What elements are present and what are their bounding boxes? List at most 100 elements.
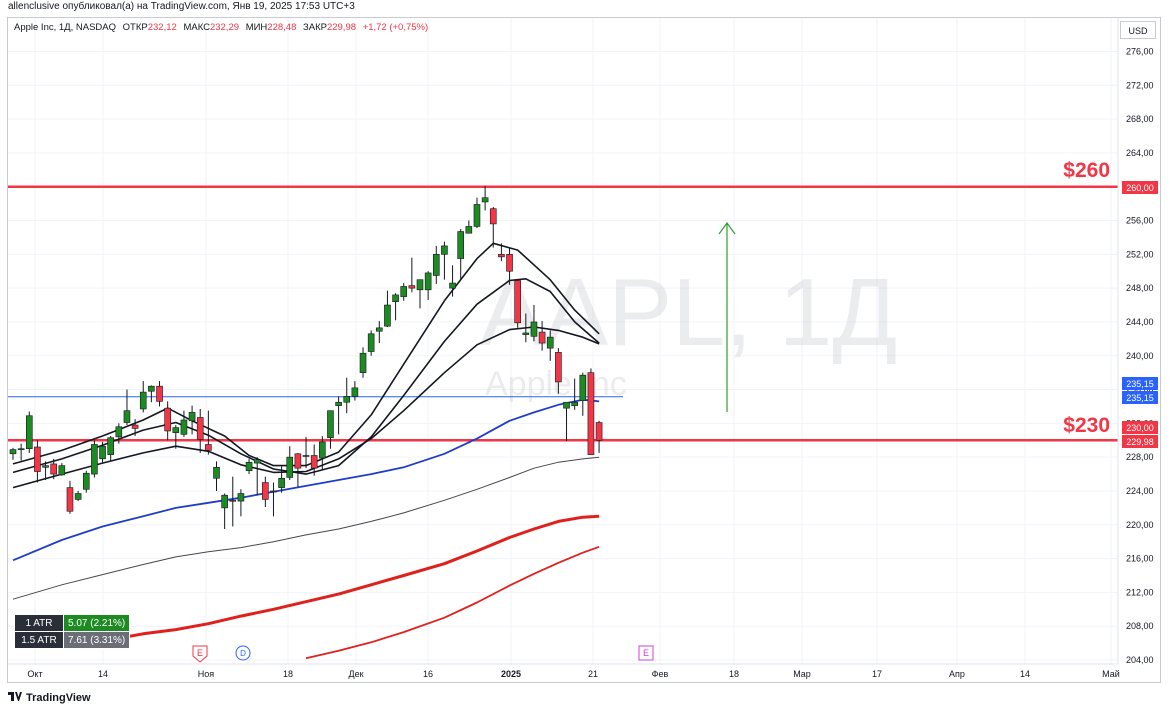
candle [123,389,131,426]
candle [506,248,513,285]
candle [449,265,456,297]
candle-body [107,437,114,455]
candle [99,441,106,463]
candle [310,444,318,476]
candle-body [17,448,25,451]
candle [432,245,440,284]
candle [237,489,245,517]
candle [546,330,554,361]
tag-red2-bg [1122,435,1158,448]
up-arrow[interactable] [718,221,736,412]
legend-low-value: 228,48 [267,22,297,33]
candle [148,385,155,403]
candle-body [91,444,98,475]
candle-body [9,449,17,455]
candle-body [221,494,228,509]
moving-average-line [12,277,600,475]
tag-red1-bg [1122,421,1158,434]
candle [400,283,408,301]
x-tick-label: 14 [98,669,108,679]
candle [473,197,481,229]
chart-legend[interactable]: Apple Inc, 1Д, NASDAQ ОТКР232,12 МАКС232… [14,22,432,33]
candle [530,305,538,342]
candle-body [587,372,595,455]
candle [270,482,277,517]
moving-average-line [12,456,600,600]
x-tick-label: 18 [283,669,293,679]
candle-body [351,387,359,397]
candle [66,480,74,514]
y-tick-label: 272,00 [1126,80,1154,90]
event-markers[interactable]: E D E [192,645,654,663]
legend-low-label: МИН [245,22,268,33]
footer-brand[interactable]: TradingView [8,692,91,704]
y-tick-label: 276,00 [1126,47,1154,57]
candle-body [595,422,603,441]
earnings-event-marker[interactable]: E [192,645,208,663]
moving-average-line [305,545,600,660]
tag-blue2: 235,15 [1126,393,1154,403]
candle [335,396,342,435]
chart-frame [7,17,1161,683]
footer-brand-name: TradingView [26,692,91,704]
candle-body [286,456,294,478]
candle [131,419,139,437]
dividend-event-marker[interactable]: D [235,645,251,661]
candle-body [546,336,554,349]
candle [481,185,489,211]
candle [465,220,473,234]
candle-body [156,385,163,402]
candle-body [384,304,391,327]
y-tick-label: 220,00 [1126,520,1154,530]
candle-body [294,453,302,469]
candle-body [148,385,155,392]
candle [498,243,505,262]
x-tick-label: Окт [27,669,42,679]
candle [489,207,497,248]
candle [42,461,49,480]
candle-body [74,493,82,500]
price-axis[interactable]: 276,00 272,00 268,00 264,00 260,00 256,00 252,… [1117,18,1154,665]
currency-button[interactable]: USD [1120,21,1156,39]
candle-body [237,493,245,502]
candles [9,185,603,530]
y-tick-label: 244,00 [1126,317,1154,327]
arrow-head [718,221,736,235]
candle-body [164,407,171,432]
publish-info: allenclusive опубликовал(а) на TradingVi… [8,1,355,12]
candle-body [58,465,66,476]
candle-body [367,333,375,352]
upcoming-earnings-event-marker[interactable]: E [638,645,654,661]
candle [359,347,367,378]
candle-body [270,490,277,493]
candle-body [343,396,351,403]
candle [213,461,220,491]
y-tick-label: 212,00 [1126,587,1154,597]
atr-name: 1.5 ATR [14,631,64,649]
tag-blue1: 235,15 [1126,379,1154,389]
legend-change: +1,72 (+0,75%) [362,22,429,33]
price-tags: 260,00 235,15 235,15 230,00 229,98 [1122,181,1158,448]
candle-body [571,401,578,406]
candle-body [327,410,334,439]
candle [595,420,603,453]
candle-body [245,461,253,471]
candle [343,377,351,414]
atr-table: 1 ATR 5.07 (2.21%) 1.5 ATR 7.61 (3.31%) [14,614,131,649]
horizontal-levels[interactable] [8,185,1118,442]
candle-body [400,286,408,297]
candle [327,410,334,449]
legend-high-label: МАКС [183,22,210,33]
tag-blue2-bg [1122,391,1158,404]
candle-body [449,282,456,289]
candle [25,411,33,453]
x-tick-label: Май [1102,669,1120,679]
candle-body [310,455,318,469]
y-tick-label: 264,00 [1126,148,1154,158]
candle [9,447,17,460]
candle-body [563,401,570,409]
x-tick-label: 17 [872,669,882,679]
time-axis[interactable]: Окт 14 Ноя 18 Дек 16 2025 21 Фев 18 Мар 17 Апр 14 Май [8,663,1120,679]
candle-body [205,444,212,451]
